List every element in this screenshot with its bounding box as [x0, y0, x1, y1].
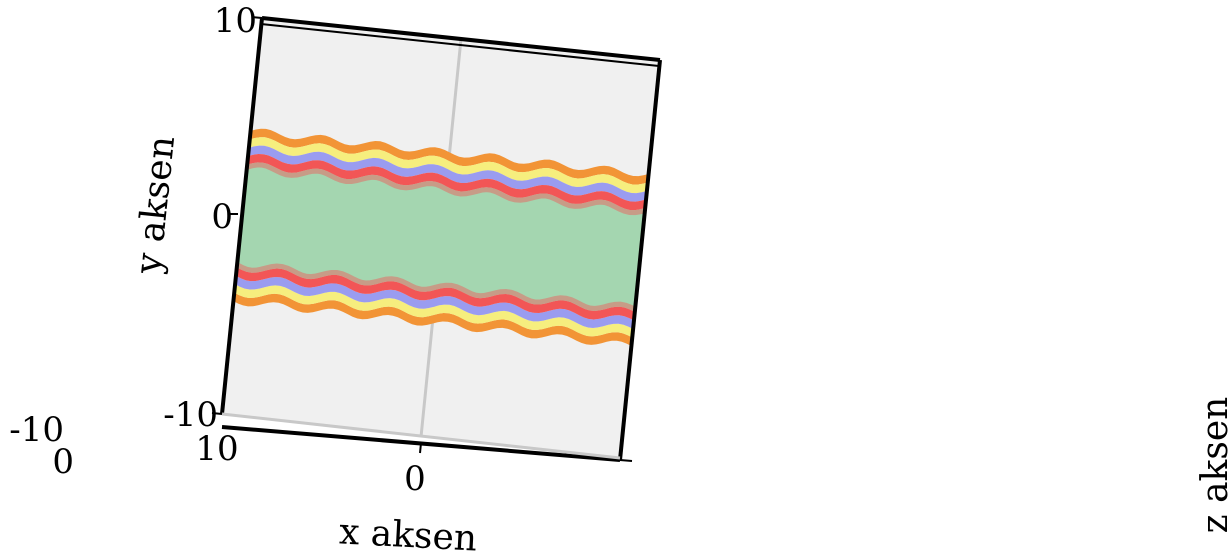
- band-red-upper: [247, 154, 646, 211]
- z-axis-label: z aksen: [1195, 397, 1230, 534]
- x-tick-label-left: 10: [195, 429, 238, 469]
- z-tick-label-lower: 0: [52, 442, 74, 482]
- frame-right-edge: [618, 59, 662, 461]
- band-orange-lower: [233, 292, 633, 346]
- z-tick-label-upper: -10: [9, 410, 64, 450]
- band-red-lower: [235, 267, 635, 321]
- frame-bottom-grid-edge: [221, 412, 621, 460]
- y-tick-mark-2: [211, 412, 223, 415]
- y-tick-label-top: 10: [214, 1, 257, 41]
- x-tick-label-middle: 0: [404, 459, 426, 499]
- band-blue-lower: [235, 275, 634, 329]
- band-blue-upper: [248, 145, 647, 202]
- band-yellow-lower: [234, 284, 634, 338]
- x-tick-mark-end: [619, 459, 633, 462]
- frame-top-edge: [261, 16, 661, 62]
- band-edge-lower: [234, 263, 638, 317]
- frame-top-inner-edge: [260, 23, 660, 67]
- band-edge-upper: [245, 157, 647, 216]
- band-orange-upper: [249, 128, 649, 185]
- surface-band: [233, 128, 649, 346]
- frame-left-edge: [220, 17, 264, 415]
- plot-frame: [220, 16, 662, 462]
- x-tick-mark-0: [419, 442, 422, 454]
- y-tick-label-bottom: -10: [163, 395, 218, 435]
- band-yellow-upper: [248, 137, 648, 194]
- y-tick-label-middle: 0: [211, 197, 233, 237]
- y-axis-label: y aksen: [128, 134, 183, 277]
- band-center: [236, 162, 646, 312]
- x-axis-label: x aksen: [338, 511, 478, 559]
- y-tick-mark-0: [251, 16, 263, 19]
- tick-marks: [211, 16, 633, 462]
